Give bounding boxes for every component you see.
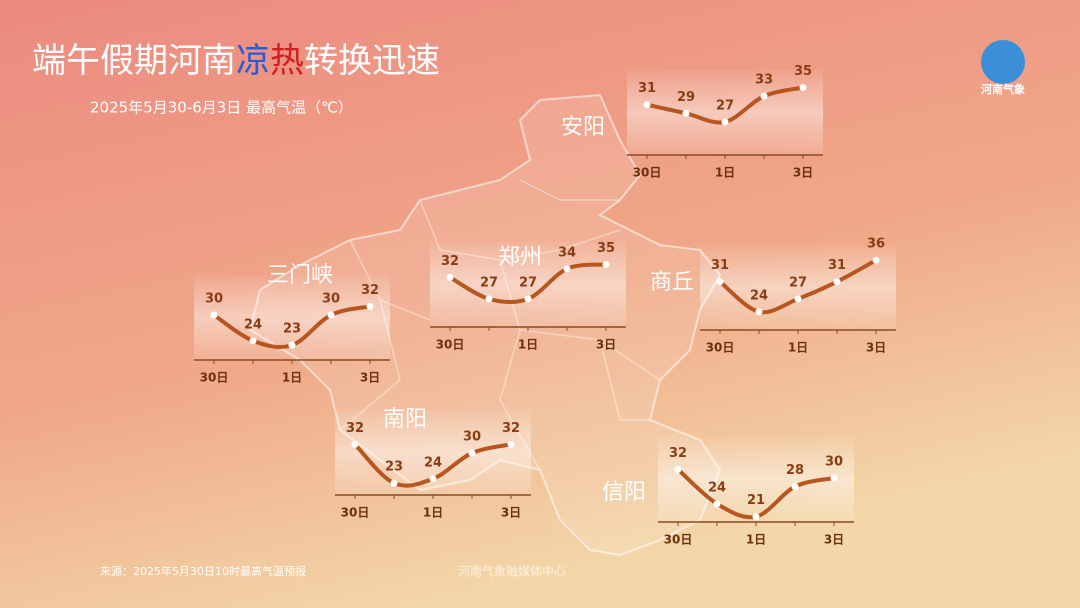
temp-point bbox=[288, 341, 296, 349]
data-label: 23 bbox=[283, 322, 301, 337]
temp-point bbox=[485, 295, 493, 303]
x-tick-label: 1日 bbox=[518, 338, 538, 352]
data-label: 27 bbox=[789, 275, 807, 290]
city-label: 三门峡 bbox=[267, 263, 333, 288]
x-tick-label: 3日 bbox=[501, 506, 521, 520]
x-tick-label: 30日 bbox=[436, 338, 465, 352]
temp-point bbox=[794, 295, 802, 303]
temp-point bbox=[830, 474, 838, 482]
temp-point bbox=[524, 295, 532, 303]
data-label: 31 bbox=[638, 81, 656, 96]
temp-point bbox=[799, 84, 807, 91]
data-label: 30 bbox=[825, 455, 843, 470]
temp-point bbox=[682, 109, 690, 117]
title-cool: 凉 bbox=[236, 41, 270, 81]
data-label: 32 bbox=[441, 254, 459, 269]
temp-point bbox=[872, 256, 880, 264]
temp-point bbox=[366, 302, 374, 310]
logo-icon bbox=[981, 40, 1025, 84]
x-tick-label: 30日 bbox=[633, 166, 662, 180]
x-tick-label: 1日 bbox=[746, 533, 766, 547]
temp-point bbox=[713, 500, 721, 508]
x-tick-label: 3日 bbox=[866, 341, 886, 355]
title-part: 转换迅速 bbox=[304, 41, 440, 81]
temp-point bbox=[249, 337, 257, 345]
chart-panel bbox=[700, 245, 896, 330]
temp-point bbox=[390, 479, 398, 487]
temp-point bbox=[833, 278, 841, 286]
data-label: 23 bbox=[385, 460, 403, 475]
logo-text: 河南气象 bbox=[981, 82, 1025, 96]
data-label: 30 bbox=[322, 292, 340, 307]
source: 来源：2025年5月30日10时最高气温预报 bbox=[100, 564, 306, 578]
temp-point bbox=[755, 308, 763, 316]
data-label: 32 bbox=[502, 421, 520, 436]
x-tick-label: 3日 bbox=[824, 533, 844, 547]
x-tick-label: 1日 bbox=[788, 341, 808, 355]
temp-point bbox=[507, 440, 515, 448]
city-label: 安阳 bbox=[561, 115, 605, 140]
data-label: 33 bbox=[755, 73, 773, 88]
data-label: 30 bbox=[463, 430, 481, 445]
data-label: 32 bbox=[346, 421, 364, 436]
title-part: 端午假期河南 bbox=[32, 41, 236, 81]
data-label: 32 bbox=[361, 283, 379, 298]
x-tick-label: 1日 bbox=[715, 166, 735, 180]
x-tick-label: 3日 bbox=[360, 371, 380, 385]
x-tick-label: 30日 bbox=[706, 341, 735, 355]
city-label: 郑州 bbox=[498, 245, 542, 270]
temp-point bbox=[674, 465, 682, 473]
data-label: 31 bbox=[828, 258, 846, 273]
data-label: 34 bbox=[558, 245, 576, 260]
chart-panel bbox=[627, 70, 823, 155]
city-label: 南阳 bbox=[383, 407, 427, 432]
credit: 河南气象融媒体中心 bbox=[458, 564, 566, 579]
data-label: 24 bbox=[244, 317, 262, 332]
data-label: 32 bbox=[669, 446, 687, 461]
data-label: 27 bbox=[519, 275, 537, 290]
temp-point bbox=[721, 118, 729, 126]
data-label: 30 bbox=[205, 292, 223, 307]
title-hot: 热 bbox=[270, 41, 304, 81]
temp-point bbox=[327, 311, 335, 319]
temp-point bbox=[429, 475, 437, 483]
temp-point bbox=[468, 449, 476, 457]
x-tick-label: 30日 bbox=[664, 533, 693, 547]
data-label: 27 bbox=[480, 275, 498, 290]
subtitle: 2025年5月30-6月3日 最高气温（℃） bbox=[90, 99, 353, 117]
data-label: 24 bbox=[750, 288, 768, 303]
data-label: 35 bbox=[794, 64, 812, 79]
x-tick-label: 1日 bbox=[282, 371, 302, 385]
data-label: 27 bbox=[716, 98, 734, 113]
data-label: 28 bbox=[786, 463, 804, 478]
data-label: 31 bbox=[711, 258, 729, 273]
data-label: 35 bbox=[597, 241, 615, 256]
temp-point bbox=[351, 440, 359, 448]
temp-point bbox=[210, 311, 218, 319]
data-label: 29 bbox=[677, 90, 695, 105]
temp-point bbox=[760, 92, 768, 100]
x-tick-label: 3日 bbox=[793, 166, 813, 180]
data-label: 36 bbox=[867, 237, 885, 252]
city-label: 信阳 bbox=[602, 480, 646, 505]
x-tick-label: 30日 bbox=[341, 506, 370, 520]
x-tick-label: 3日 bbox=[596, 338, 616, 352]
data-label: 24 bbox=[708, 480, 726, 495]
temp-point bbox=[643, 101, 651, 109]
data-label: 21 bbox=[747, 493, 765, 508]
data-label: 24 bbox=[424, 455, 442, 470]
temp-point bbox=[602, 261, 610, 268]
x-tick-label: 1日 bbox=[423, 506, 443, 520]
temp-point bbox=[716, 278, 724, 286]
x-tick-label: 30日 bbox=[200, 371, 229, 385]
temp-point bbox=[563, 265, 571, 273]
city-label: 商丘 bbox=[650, 270, 694, 295]
title: 端午假期河南凉热转换迅速 bbox=[32, 41, 440, 81]
temp-point bbox=[446, 273, 454, 281]
temp-point bbox=[752, 513, 760, 521]
temp-point bbox=[791, 483, 799, 491]
